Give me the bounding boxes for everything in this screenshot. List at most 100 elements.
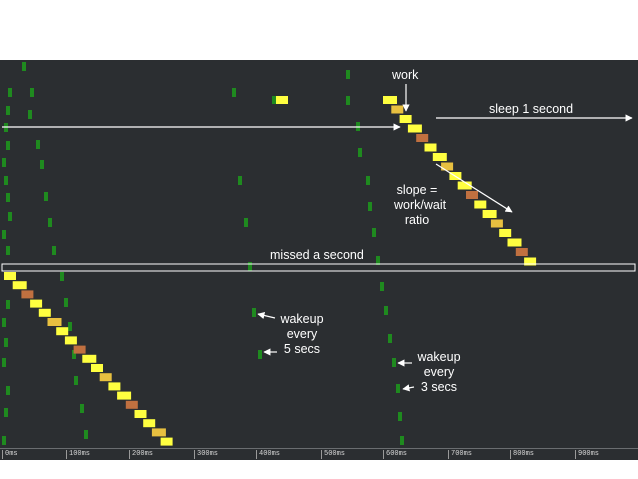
wakeup3-arrow-2 [402, 384, 415, 392]
wakeup-mark [6, 141, 10, 150]
wakeup-mark [2, 436, 6, 445]
work-block [424, 143, 437, 152]
wakeup5-label-line: every [286, 327, 318, 341]
wakeup-mark [72, 350, 76, 359]
axis-tick-label: 400ms [256, 450, 280, 459]
missed-label: missed a second [270, 248, 364, 262]
wakeup-mark [36, 140, 40, 149]
wakeup-mark [346, 70, 350, 79]
work-block [99, 373, 112, 382]
wakeup-mark [2, 230, 6, 239]
work-marks [4, 96, 537, 446]
wakeup-mark [52, 246, 56, 255]
work-block [490, 219, 503, 228]
work-block [143, 419, 156, 428]
wakeup-mark [44, 192, 48, 201]
wakeup-mark [398, 412, 402, 421]
wakeup-mark [48, 218, 52, 227]
work-block [56, 327, 69, 336]
work-block [73, 345, 86, 354]
wakeup5-arrow-1 [257, 311, 276, 319]
work-label: work [392, 68, 419, 82]
wakeup-mark [372, 228, 376, 237]
work-block [416, 134, 429, 142]
wakeup-mark [396, 384, 400, 393]
wakeup-mark [380, 282, 384, 291]
wakeup-mark [6, 246, 10, 255]
axis-tick-label: 300ms [194, 450, 218, 459]
sleep-label: sleep 1 second [489, 102, 574, 116]
wakeup-mark [60, 272, 64, 281]
wakeup5-label-line: 5 secs [283, 342, 321, 356]
axis-tick-label: 0ms [2, 450, 18, 459]
time-axis: 0ms 100ms 200ms 300ms 400ms 500ms 600ms … [0, 448, 638, 461]
wakeup3-label-line: wakeup [417, 350, 461, 364]
wakeup-mark [384, 306, 388, 315]
wakeup-mark [232, 88, 236, 97]
missed-second-box [1, 263, 636, 272]
wakeup-mark [68, 322, 72, 331]
wakeup-mark [400, 436, 404, 445]
work-block [474, 200, 487, 209]
work-block [21, 290, 34, 299]
wakeup-mark [74, 376, 78, 385]
wakeup-mark [6, 106, 10, 115]
axis-tick-label: 600ms [383, 450, 407, 459]
wakeup-mark [22, 62, 26, 71]
work-block [4, 272, 16, 280]
slope-label-line: slope = [396, 183, 438, 197]
wakeup-mark [238, 176, 242, 185]
work-block [407, 124, 422, 133]
work-block [499, 229, 512, 237]
work-block [391, 105, 404, 114]
work-block [108, 382, 121, 391]
work-block [160, 437, 173, 446]
slope-label-line: work/wait [394, 198, 447, 212]
work-block [134, 410, 147, 418]
wakeup-mark [8, 88, 12, 97]
work-block [515, 248, 528, 256]
wakeup-mark [252, 308, 256, 317]
axis-tick-label: 700ms [448, 450, 472, 459]
axis-tick-label: 200ms [129, 450, 153, 459]
work-block [524, 257, 537, 266]
wakeup3-label: wakeup every 3 secs [414, 350, 464, 395]
wakeup5-label: wakeup every 5 secs [278, 312, 326, 357]
work-block [47, 318, 62, 326]
slope-label-line: ratio [404, 213, 430, 227]
wakeup-mark [6, 386, 10, 395]
wakeup-mark [248, 262, 252, 271]
wakeup-mark [358, 148, 362, 157]
wakeup-mark [2, 358, 6, 367]
work-block [272, 96, 276, 104]
work-block [507, 238, 522, 247]
work-block [82, 354, 97, 363]
wakeup3-label-line: 3 secs [420, 380, 458, 394]
wakeup-mark [4, 338, 8, 347]
wakeup-mark [376, 256, 380, 265]
work-block [38, 308, 51, 317]
work-block [125, 400, 138, 409]
work-block [151, 428, 166, 437]
work-block [383, 96, 397, 104]
wakeup-mark [28, 110, 32, 119]
wakeup5-label-line: wakeup [280, 312, 324, 326]
work-block [272, 96, 288, 104]
work-block [399, 115, 412, 123]
work-block [64, 336, 77, 345]
slope-arrow [435, 163, 513, 213]
wakeup-mark [40, 160, 44, 169]
work-block [441, 162, 454, 171]
wakeup-mark [4, 176, 8, 185]
wakeup-mark [2, 318, 6, 327]
wakeup-mark [258, 350, 262, 359]
work-block [482, 210, 497, 218]
wakeup-mark [2, 158, 6, 167]
wakeup-mark [6, 300, 10, 309]
wakeup-mark [80, 404, 84, 413]
work-block [457, 181, 472, 190]
wakeup-mark [6, 193, 10, 202]
work-block [30, 299, 43, 308]
